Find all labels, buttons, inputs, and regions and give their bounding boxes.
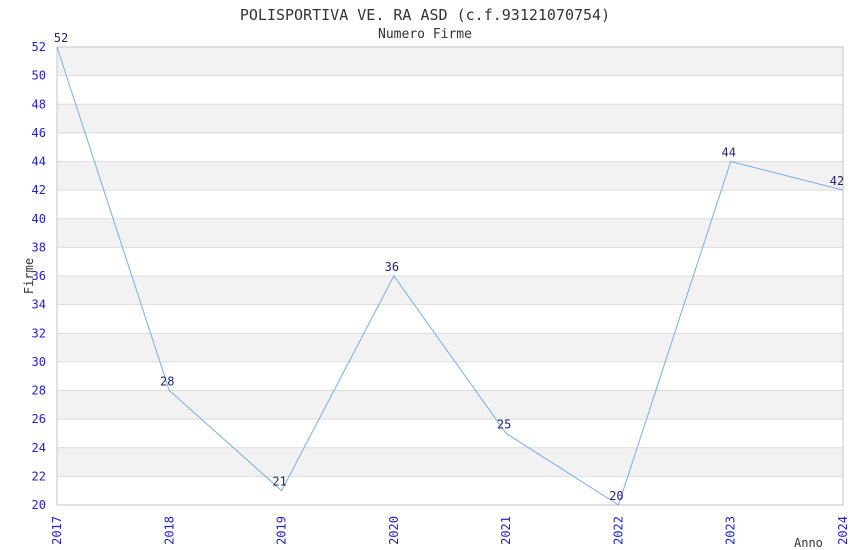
y-tick-label: 34 bbox=[32, 298, 46, 312]
y-tick-label: 28 bbox=[32, 384, 46, 398]
y-tick-label: 44 bbox=[32, 155, 46, 169]
plot-border bbox=[56, 46, 844, 506]
y-axis-label: Firme bbox=[22, 257, 36, 295]
data-label: 20 bbox=[609, 489, 623, 503]
data-label: 52 bbox=[54, 31, 68, 45]
chart-subtitle: Numero Firme bbox=[378, 27, 472, 42]
x-tick-label: 2021 bbox=[499, 516, 513, 545]
data-label: 21 bbox=[272, 475, 286, 489]
band bbox=[57, 218, 843, 248]
y-tick-label: 48 bbox=[32, 97, 46, 111]
data-label: 42 bbox=[830, 174, 844, 188]
data-label: 28 bbox=[160, 375, 174, 389]
x-tick-label: 2024 bbox=[836, 516, 850, 545]
band bbox=[57, 390, 843, 420]
band bbox=[57, 161, 843, 191]
data-label: 36 bbox=[385, 260, 399, 274]
x-tick-label: 2019 bbox=[275, 516, 289, 545]
y-tick-label: 50 bbox=[32, 69, 46, 83]
band bbox=[57, 104, 843, 133]
y-tick-label: 20 bbox=[32, 498, 46, 512]
x-tick-label: 2022 bbox=[611, 516, 625, 545]
y-tick-label: 38 bbox=[32, 240, 46, 254]
x-axis-label: Anno bbox=[794, 536, 823, 550]
data-label: 44 bbox=[721, 146, 735, 160]
band bbox=[57, 333, 843, 362]
chart-title: POLISPORTIVA VE. RA ASD (c.f.93121070754… bbox=[239, 6, 611, 24]
band bbox=[57, 447, 843, 477]
y-tick-label: 32 bbox=[32, 326, 46, 340]
band bbox=[57, 276, 843, 305]
y-tick-label: 24 bbox=[32, 441, 46, 455]
y-tick-label: 36 bbox=[32, 269, 46, 283]
y-tick-label: 46 bbox=[32, 126, 46, 140]
x-tick-label: 2023 bbox=[724, 516, 738, 545]
series-line bbox=[56, 46, 844, 506]
y-tick-label: 42 bbox=[32, 183, 46, 197]
band bbox=[57, 47, 843, 76]
y-tick-label: 40 bbox=[32, 212, 46, 226]
x-tick-label: 2020 bbox=[387, 516, 401, 545]
x-tick-label: 2018 bbox=[162, 516, 176, 545]
data-label: 25 bbox=[497, 417, 511, 431]
y-tick-label: 22 bbox=[32, 469, 46, 483]
y-tick-label: 52 bbox=[32, 40, 46, 54]
x-tick-label: 2017 bbox=[50, 516, 64, 545]
y-tick-label: 30 bbox=[32, 355, 46, 369]
y-tick-label: 26 bbox=[32, 412, 46, 426]
